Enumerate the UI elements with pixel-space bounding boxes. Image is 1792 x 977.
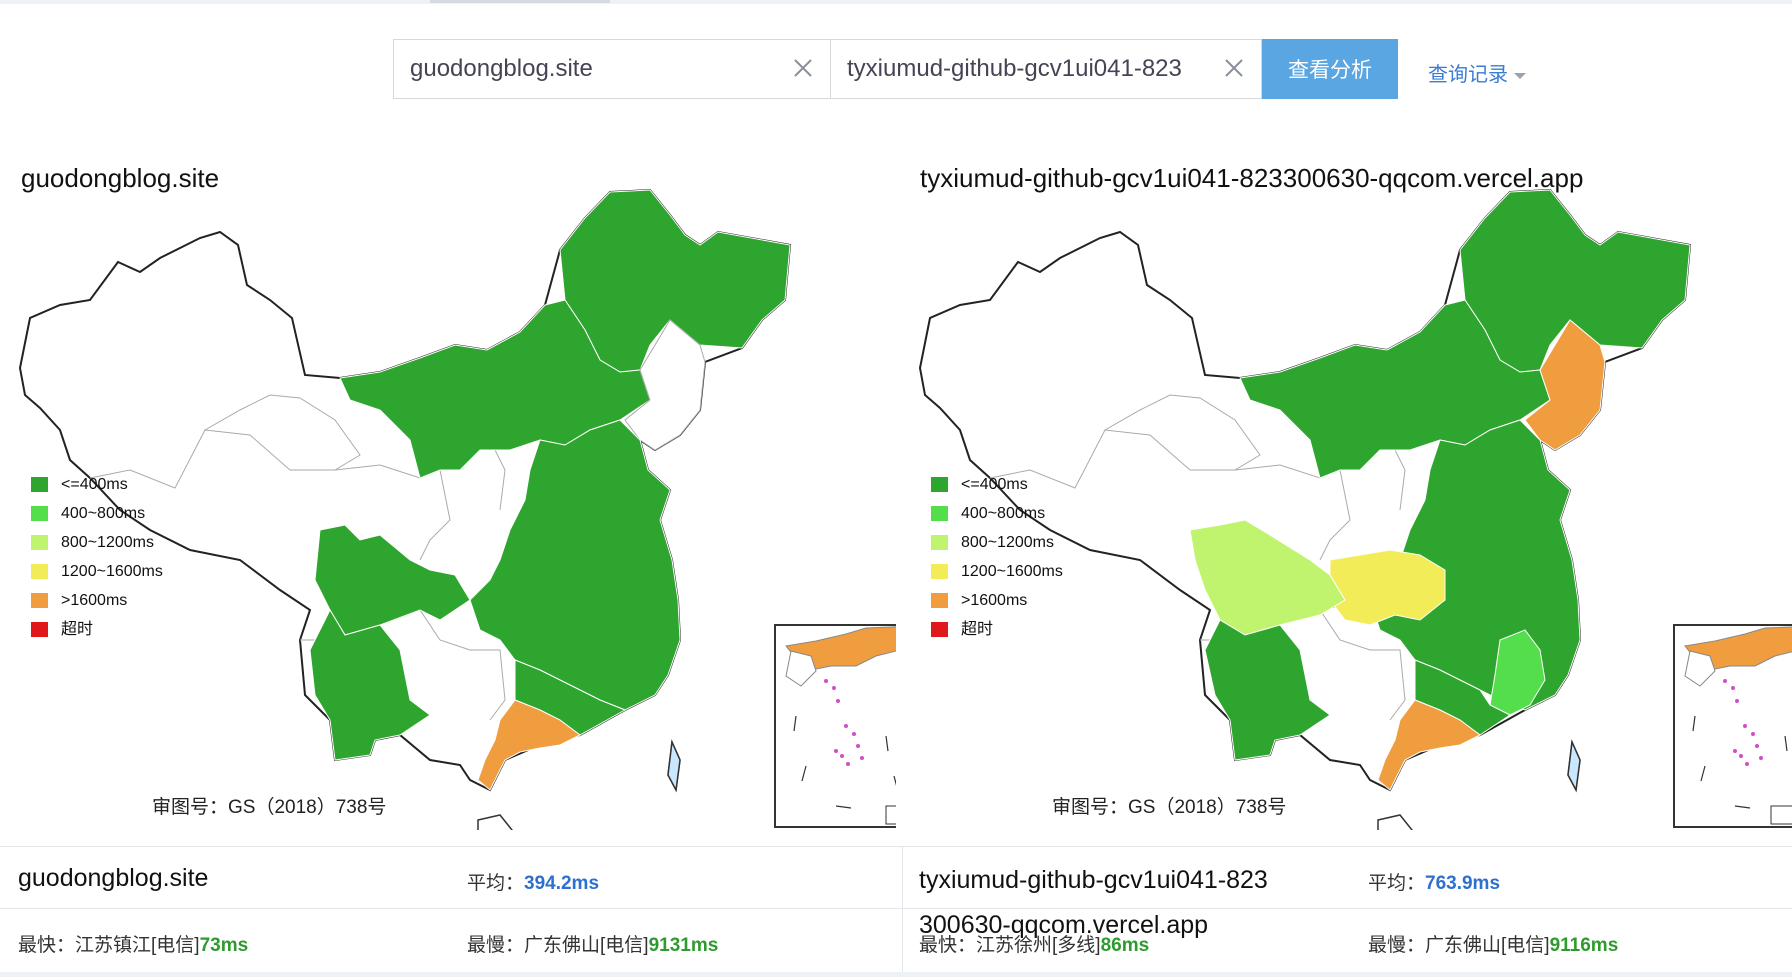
left-slowest: 最慢：广东佛山[电信]9131ms <box>467 935 719 956</box>
right-average: 平均：763.9ms <box>1368 873 1501 894</box>
divider <box>902 846 903 972</box>
province-southwest[interactable] <box>1204 619 1331 761</box>
right-site-name: tyxiumud-github-gcv1ui041-823300630-qqco… <box>919 866 1268 939</box>
active-tab-indicator <box>430 0 610 3</box>
right-result-panel: tyxiumud-github-gcv1ui041-823300630-qqco… <box>900 150 1792 830</box>
left-average: 平均：394.2ms <box>467 873 600 894</box>
top-strip <box>0 0 1792 4</box>
clear-icon[interactable] <box>790 55 816 81</box>
province-liaoning[interactable] <box>1524 319 1606 451</box>
china-map <box>919 189 1691 830</box>
province-fujian[interactable] <box>1489 629 1546 716</box>
right-fastest: 最快：江苏徐州[多线]86ms <box>919 935 1150 956</box>
province-hubei[interactable] <box>1329 549 1446 626</box>
province-inner-mongolia[interactable] <box>1239 299 1551 479</box>
clear-icon[interactable] <box>1221 55 1247 81</box>
south-china-sea-inset <box>1673 624 1792 828</box>
province-guangdong[interactable] <box>477 699 581 791</box>
domain-input-1[interactable] <box>394 40 830 98</box>
south-china-sea-inset <box>774 624 896 828</box>
domain-input-1-wrapper <box>393 39 831 99</box>
right-slowest: 最慢：广东佛山[电信]9116ms <box>1368 935 1619 956</box>
province-southwest[interactable] <box>309 608 431 761</box>
analyze-button[interactable]: 查看分析 <box>1262 39 1398 99</box>
province-liaoning[interactable] <box>624 319 706 451</box>
search-bar: 查看分析 <box>393 39 1398 99</box>
map-approval-number: 审图号：GS（2018）738号 <box>1052 797 1287 818</box>
panel-title: tyxiumud-github-gcv1ui041-823300630-qqco… <box>920 163 1584 193</box>
province-inner-mongolia[interactable] <box>339 299 651 479</box>
province-guangdong[interactable] <box>1377 699 1481 791</box>
panel-title: guodongblog.site <box>21 163 220 193</box>
left-result-panel: guodongblog.site <=400ms 400~800ms 800~1… <box>0 150 896 830</box>
query-history-dropdown[interactable]: 查询记录 <box>1428 58 1526 87</box>
divider <box>0 908 1792 909</box>
bottom-strip <box>0 972 1792 977</box>
china-map <box>19 189 791 830</box>
query-history-label: 查询记录 <box>1428 64 1508 86</box>
province-sichuan[interactable] <box>1189 519 1346 636</box>
left-site-name: guodongblog.site <box>18 864 209 892</box>
map-approval-number: 审图号：GS（2018）738号 <box>152 797 387 818</box>
left-fastest: 最快：江苏镇江[电信]73ms <box>18 935 249 956</box>
domain-input-2[interactable] <box>831 40 1261 98</box>
divider <box>0 846 1792 847</box>
domain-input-2-wrapper <box>831 39 1262 99</box>
chevron-down-icon <box>1514 72 1526 79</box>
